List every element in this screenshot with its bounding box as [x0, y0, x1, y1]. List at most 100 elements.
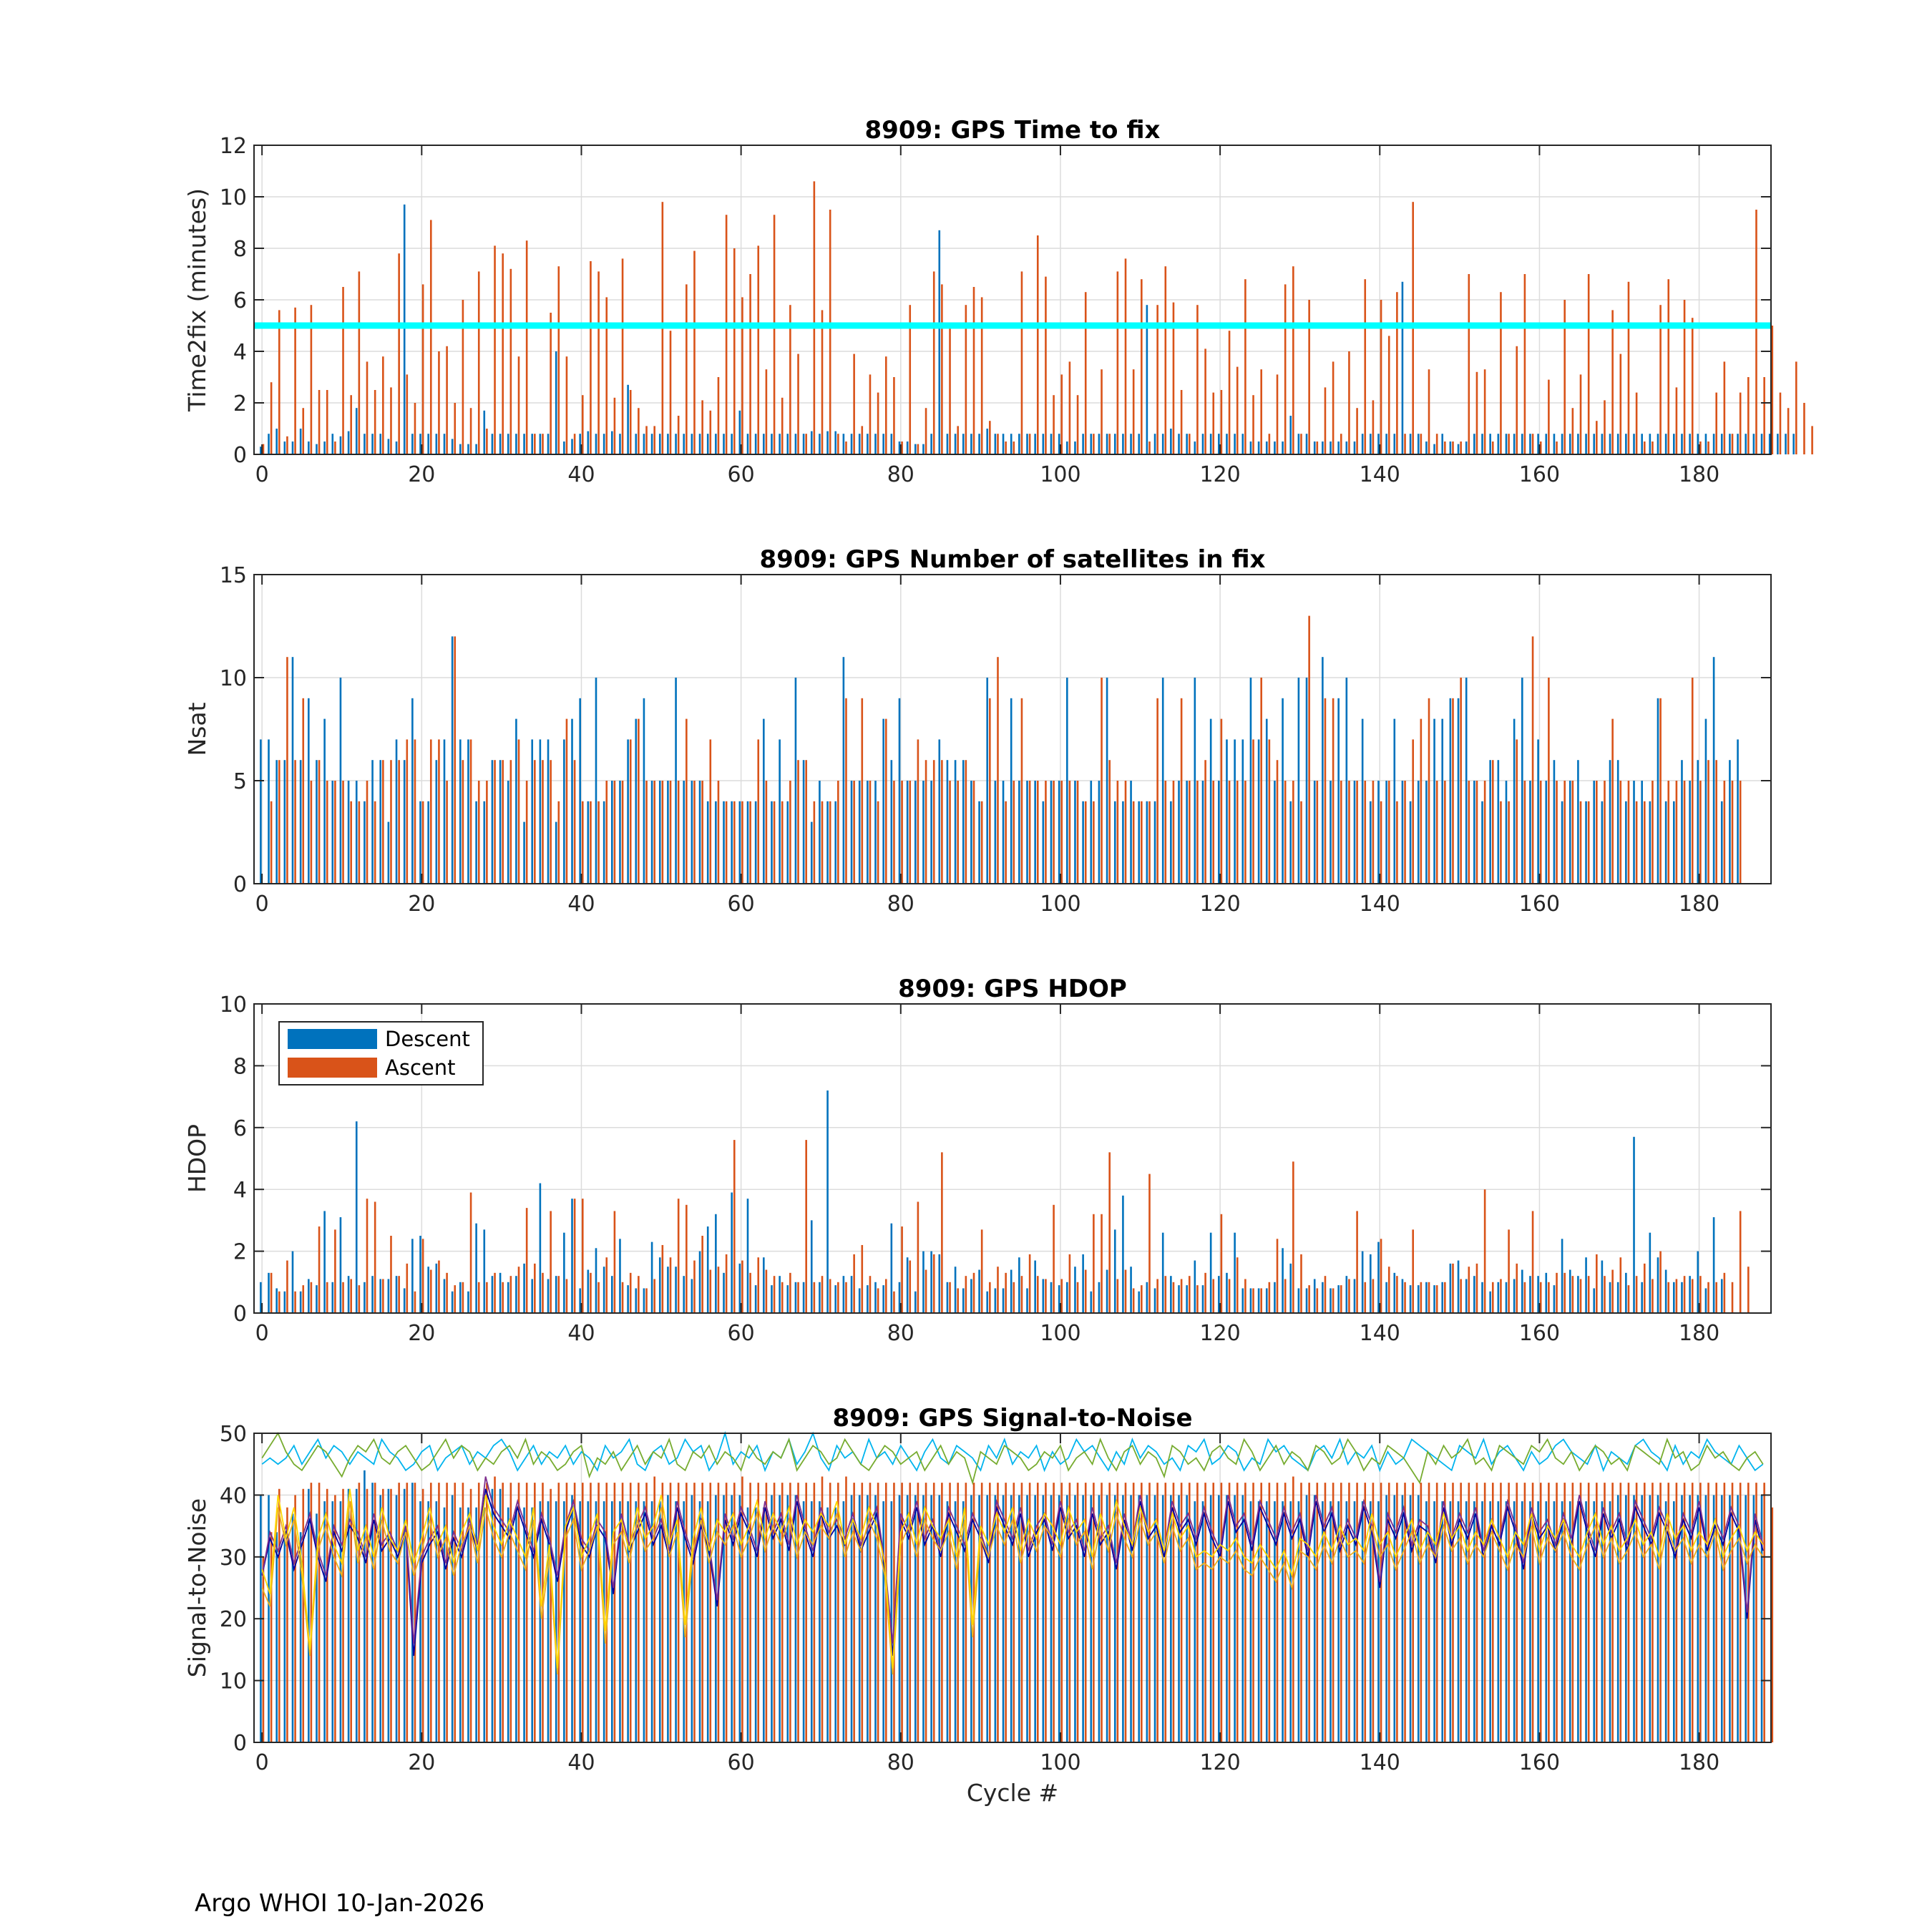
bar-ascent: [1755, 1483, 1757, 1742]
bar-ascent: [1523, 1282, 1526, 1313]
bar-descent: [364, 1282, 366, 1313]
bar-ascent: [1028, 434, 1031, 454]
bar-descent: [1465, 1501, 1468, 1742]
bar-ascent: [1372, 1279, 1375, 1313]
bar-descent: [970, 781, 972, 884]
bar-ascent: [1460, 441, 1462, 454]
bar-descent: [986, 1291, 989, 1313]
bar-descent: [1521, 1501, 1523, 1742]
bar-ascent: [1675, 387, 1678, 454]
bar-ascent: [1596, 1254, 1598, 1313]
bar-ascent: [701, 1236, 703, 1313]
bar-ascent: [741, 297, 743, 454]
bar-ascent: [1076, 395, 1079, 454]
bar-descent: [1018, 434, 1020, 454]
bar-ascent: [1500, 292, 1502, 454]
bar-descent: [1401, 1279, 1404, 1313]
bar-descent: [1745, 434, 1747, 454]
bar-descent: [499, 760, 502, 884]
bar-descent: [1042, 1279, 1045, 1313]
bar-ascent: [1148, 1483, 1151, 1742]
bar-descent: [962, 760, 965, 884]
bar-descent: [1521, 434, 1523, 454]
bar-descent: [771, 1285, 773, 1313]
bar-ascent: [446, 1483, 448, 1742]
bar-ascent: [469, 408, 472, 454]
bar-ascent: [1372, 400, 1375, 454]
bar-descent: [1194, 678, 1196, 884]
bar-ascent: [965, 760, 967, 884]
bar-descent: [323, 441, 326, 454]
bar-ascent: [741, 801, 743, 884]
bar-ascent: [502, 1483, 504, 1742]
bar-ascent: [1164, 1276, 1167, 1313]
bar-ascent: [1731, 781, 1734, 884]
bar-descent: [1234, 1495, 1236, 1742]
bar-descent: [451, 1291, 454, 1313]
bar-ascent: [1803, 403, 1805, 454]
bar-descent: [1074, 441, 1076, 454]
bar-ascent: [1491, 760, 1494, 884]
bar-ascent: [1667, 781, 1670, 884]
bar-ascent: [414, 403, 416, 454]
bar-ascent: [550, 1488, 552, 1742]
x-tick-label: 120: [1199, 1321, 1240, 1346]
bar-descent: [491, 1488, 494, 1742]
bar-descent: [667, 781, 669, 884]
bar-descent: [1186, 781, 1188, 884]
bar-descent: [1201, 434, 1204, 454]
bar-descent: [1568, 434, 1571, 454]
bar-ascent: [717, 1267, 720, 1313]
bar-descent: [691, 434, 693, 454]
bar-ascent: [1508, 1483, 1510, 1742]
bar-descent: [1265, 1288, 1268, 1313]
bar-descent: [531, 1507, 534, 1742]
bar-ascent: [789, 1483, 791, 1742]
bar-ascent: [877, 392, 879, 454]
bar-ascent: [1611, 1483, 1614, 1742]
bar-descent: [1322, 1282, 1324, 1313]
bar-ascent: [1420, 434, 1423, 454]
bar-descent: [786, 434, 789, 454]
bar-ascent: [342, 781, 344, 884]
bar-descent: [1153, 1288, 1156, 1313]
bar-descent: [395, 441, 398, 454]
bar-ascent: [813, 801, 816, 884]
bar-ascent: [1236, 366, 1239, 454]
bar-descent: [1673, 434, 1675, 454]
bar-descent: [443, 434, 446, 454]
bar-ascent: [709, 410, 712, 454]
bar-ascent: [1013, 441, 1015, 454]
bar-ascent: [590, 261, 592, 454]
bar-ascent: [1435, 1483, 1438, 1742]
bar-ascent: [924, 760, 927, 884]
bar-ascent: [1252, 395, 1254, 454]
bar-ascent: [877, 1483, 879, 1742]
bar-ascent: [1005, 1272, 1007, 1313]
bar-ascent: [1356, 781, 1358, 884]
bar-ascent: [1739, 781, 1742, 884]
bar-descent: [1201, 1501, 1204, 1742]
bar-descent: [491, 434, 494, 454]
bar-ascent: [1028, 1254, 1031, 1313]
bar-descent: [723, 434, 725, 454]
bar-ascent: [1292, 266, 1294, 454]
bar-descent: [810, 821, 813, 884]
bar-descent: [890, 760, 893, 884]
bar-ascent: [1420, 1282, 1423, 1313]
bar-ascent: [1587, 1483, 1590, 1742]
bar-ascent: [1005, 801, 1007, 884]
bar-descent: [571, 718, 573, 884]
bar-descent: [323, 1211, 326, 1313]
bar-descent: [1465, 1279, 1468, 1313]
bar-descent: [1226, 434, 1228, 454]
bar-ascent: [613, 781, 616, 884]
bar-descent: [595, 1248, 597, 1313]
bar-ascent: [1284, 781, 1287, 884]
footer-caption: Argo WHOI 10-Jan-2026: [195, 1889, 485, 1918]
bar-descent: [771, 434, 773, 454]
bar-ascent: [1036, 781, 1039, 884]
bar-descent: [746, 1199, 749, 1313]
bar-ascent: [446, 1272, 448, 1313]
bar-ascent: [1715, 1483, 1717, 1742]
